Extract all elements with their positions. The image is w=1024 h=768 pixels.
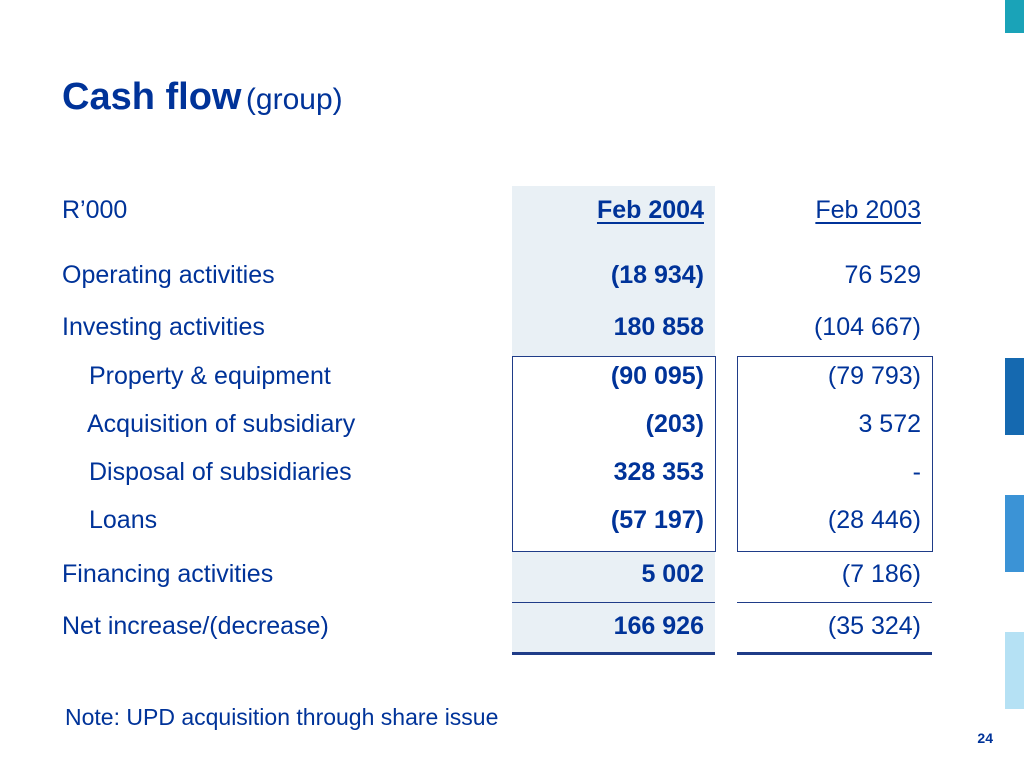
row-label: Property & equipment — [89, 362, 331, 390]
current-subtotal-rule — [512, 602, 715, 603]
prior-value: (35 324) — [827, 612, 921, 640]
row-label: Disposal of subsidiaries — [89, 458, 352, 486]
table-row: Loans (57 197) (28 446) — [0, 506, 1024, 540]
row-label: Loans — [89, 506, 158, 534]
table-row-total: Net increase/(decrease) 166 926 (35 324) — [0, 612, 1024, 646]
footnote: Note: UPD acquisition through share issu… — [65, 704, 499, 730]
prior-total-rule — [737, 652, 932, 655]
decor-bar-top — [1005, 0, 1024, 33]
col-header-prior: Feb 2003 — [815, 196, 921, 224]
table-row: Financing activities 5 002 (7 186) — [0, 560, 1024, 594]
prior-value: - — [912, 458, 921, 486]
unit-label: R’000 — [62, 196, 128, 224]
row-label: Operating activities — [62, 261, 275, 289]
current-value: 328 353 — [613, 458, 704, 486]
decor-bar-1 — [1005, 358, 1024, 435]
slide-title: Cash flow (group) — [62, 78, 343, 116]
current-total-rule — [512, 652, 715, 655]
prior-value: 3 572 — [858, 410, 921, 438]
current-value: (90 095) — [610, 362, 704, 390]
current-value: (203) — [645, 410, 704, 438]
table-row: Property & equipment (90 095) (79 793) — [0, 362, 1024, 396]
page-number: 24 — [977, 730, 993, 746]
table-row: Acquisition of subsidiary (203) 3 572 — [0, 410, 1024, 444]
current-breakdown-box — [512, 356, 716, 552]
row-label: Net increase/(decrease) — [62, 612, 329, 640]
prior-breakdown-box — [737, 356, 933, 552]
prior-value: (28 446) — [827, 506, 921, 534]
current-value: 166 926 — [613, 612, 704, 640]
row-label: Acquisition of subsidiary — [87, 410, 356, 438]
row-label: Financing activities — [62, 560, 274, 588]
slide-title-main: Cash flow — [62, 76, 242, 118]
current-value: (57 197) — [610, 506, 704, 534]
decor-bar-2 — [1005, 495, 1024, 572]
current-column-shade-top — [512, 186, 715, 356]
current-value: (18 934) — [610, 261, 704, 289]
table-row: Operating activities (18 934) 76 529 — [0, 261, 1024, 295]
row-label: Investing activities — [62, 313, 265, 341]
col-header-current: Feb 2004 — [596, 196, 704, 224]
current-value: 180 858 — [613, 313, 704, 341]
table-header-row: R’000 Feb 2004 Feb 2003 — [0, 196, 1024, 230]
decor-bar-3 — [1005, 632, 1024, 709]
current-value: 5 002 — [641, 560, 704, 588]
prior-subtotal-rule — [737, 602, 932, 603]
prior-value: (79 793) — [827, 362, 921, 390]
table-row: Investing activities 180 858 (104 667) — [0, 313, 1024, 347]
prior-value: (7 186) — [841, 560, 921, 588]
prior-value: 76 529 — [844, 261, 921, 289]
table-row: Disposal of subsidiaries 328 353 - — [0, 458, 1024, 492]
prior-value: (104 667) — [813, 313, 921, 341]
slide-title-sub: (group) — [245, 83, 343, 116]
